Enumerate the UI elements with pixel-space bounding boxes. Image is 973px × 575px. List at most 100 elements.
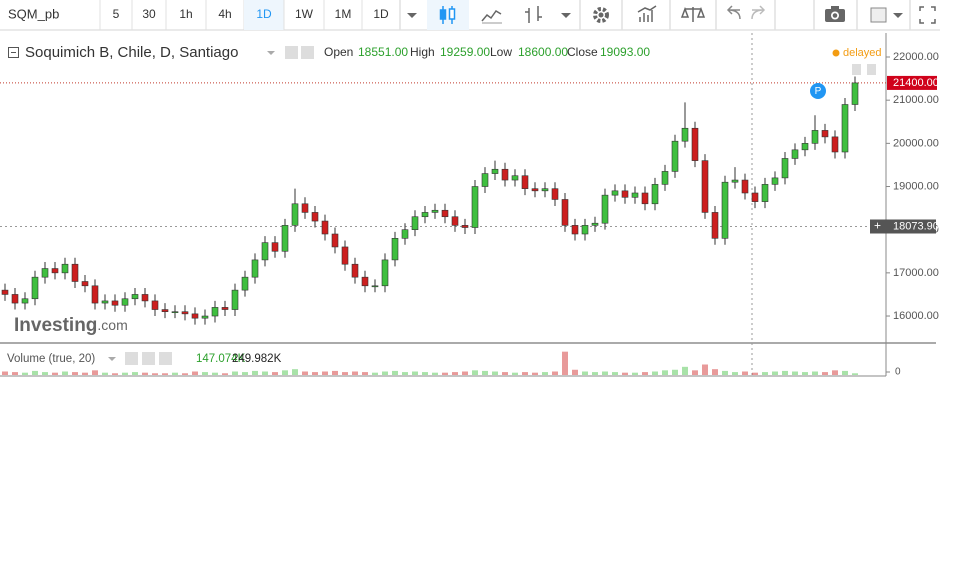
volume-bar: [522, 372, 528, 375]
candle-body: [201, 315, 209, 319]
candle-body: [81, 281, 89, 287]
dropdown[interactable]: [561, 13, 571, 18]
dropdown[interactable]: [407, 13, 417, 18]
candle-body: [331, 233, 339, 248]
volume-bar: [482, 370, 488, 375]
volume-bar: [42, 372, 48, 375]
volume-bar: [152, 373, 158, 375]
redo-icon[interactable]: [751, 5, 766, 20]
volume-bar: [432, 372, 438, 375]
marker-badge[interactable]: [810, 83, 826, 99]
interval-button[interactable]: 1h: [179, 7, 192, 21]
line-icon[interactable]: [481, 10, 502, 22]
settings-icon[interactable]: [593, 7, 609, 23]
candle-body: [361, 276, 369, 287]
scroll-icon[interactable]: [852, 64, 861, 75]
compare-icon[interactable]: [680, 6, 706, 22]
volume-bar: [422, 372, 428, 375]
ohlc-value: 18600.00: [518, 45, 568, 59]
ohlc-value: 19093.00: [600, 45, 650, 59]
snapshot-icon[interactable]: [825, 6, 845, 22]
toolbar: [0, 0, 940, 30]
volume-bar: [442, 372, 448, 375]
status-dot: [832, 49, 840, 57]
volume-bar: [542, 372, 548, 375]
fullscreen-icon[interactable]: [919, 6, 936, 24]
series-title: Soquimich B, Chile, D, Santiago: [25, 44, 238, 61]
dropdown[interactable]: [267, 51, 275, 55]
candle-body: [401, 229, 409, 239]
candle-icon[interactable]: [439, 6, 456, 24]
candle-body: [351, 263, 359, 278]
candle-body: [11, 294, 19, 304]
volume-bar: [832, 370, 838, 375]
volume-bar: [112, 373, 118, 375]
volume-bar: [752, 372, 758, 375]
candle-body: [421, 212, 429, 218]
volume-bar: [412, 371, 418, 375]
remove-icon[interactable]: [159, 352, 172, 365]
volume-bar: [292, 369, 298, 375]
interval-button[interactable]: 30: [142, 7, 156, 21]
volume-bar: [652, 371, 658, 375]
settings-icon[interactable]: [142, 352, 155, 365]
volume-bar: [222, 373, 228, 375]
interval-button[interactable]: 1M: [335, 7, 352, 21]
candle-body: [321, 220, 329, 235]
candle-body: [71, 263, 79, 282]
volume-bar: [812, 371, 818, 375]
candle-body: [1, 289, 9, 295]
volume-bar: [642, 372, 648, 375]
indicators-icon[interactable]: [637, 5, 657, 22]
volume-bar: [842, 370, 848, 375]
candle-body: [841, 104, 849, 153]
undo-icon[interactable]: [726, 5, 741, 20]
candle-body: [51, 268, 59, 274]
volume-bar: [762, 372, 768, 375]
candle-body: [791, 149, 799, 159]
volume-bar: [702, 364, 708, 375]
volume-bar: [82, 372, 88, 375]
candle-body: [731, 179, 739, 183]
interval-button[interactable]: 1D: [373, 7, 389, 21]
interval-button[interactable]: 1W: [295, 7, 314, 21]
settings-icon[interactable]: [301, 46, 314, 59]
volume-bar: [672, 369, 678, 375]
candle-body: [251, 259, 259, 278]
symbol[interactable]: SQM_pb: [8, 6, 59, 21]
candle-body: [341, 246, 349, 265]
scroll-icon[interactable]: [867, 64, 876, 75]
volume-bar: [232, 371, 238, 375]
candle-body: [141, 294, 149, 302]
interval-button-bg[interactable]: [244, 0, 284, 30]
color-icon[interactable]: [870, 7, 887, 23]
dropdown[interactable]: [108, 357, 116, 361]
candle-body: [761, 184, 769, 202]
candle-style-button[interactable]: [427, 0, 469, 30]
y-tick-label: 17000.00: [893, 267, 939, 279]
collapse-icon[interactable]: [8, 47, 19, 58]
volume-bar: [272, 372, 278, 375]
volume-bar: [12, 372, 18, 375]
watermark-brand: Investing: [14, 315, 97, 336]
candle-body: [721, 181, 729, 239]
candle-body: [241, 276, 249, 291]
crosshair-label-bg: [870, 219, 936, 234]
candle-body: [101, 300, 109, 304]
candle-body: [811, 130, 819, 144]
interval-button[interactable]: 5: [113, 7, 120, 21]
interval-button[interactable]: 1D: [256, 7, 272, 21]
candle-body: [661, 171, 669, 185]
volume-bar: [282, 370, 288, 375]
bar-icon[interactable]: [525, 6, 542, 23]
volume-bar: [72, 372, 78, 375]
volume-bar: [632, 372, 638, 375]
candle-body: [601, 194, 609, 224]
marker-label: P: [815, 86, 822, 97]
visibility-icon[interactable]: [285, 46, 298, 59]
visibility-icon[interactable]: [125, 352, 138, 365]
volume-bar: [302, 371, 308, 375]
interval-button[interactable]: 4h: [218, 7, 231, 21]
candle-body: [711, 212, 719, 239]
volume-bar: [472, 370, 478, 375]
